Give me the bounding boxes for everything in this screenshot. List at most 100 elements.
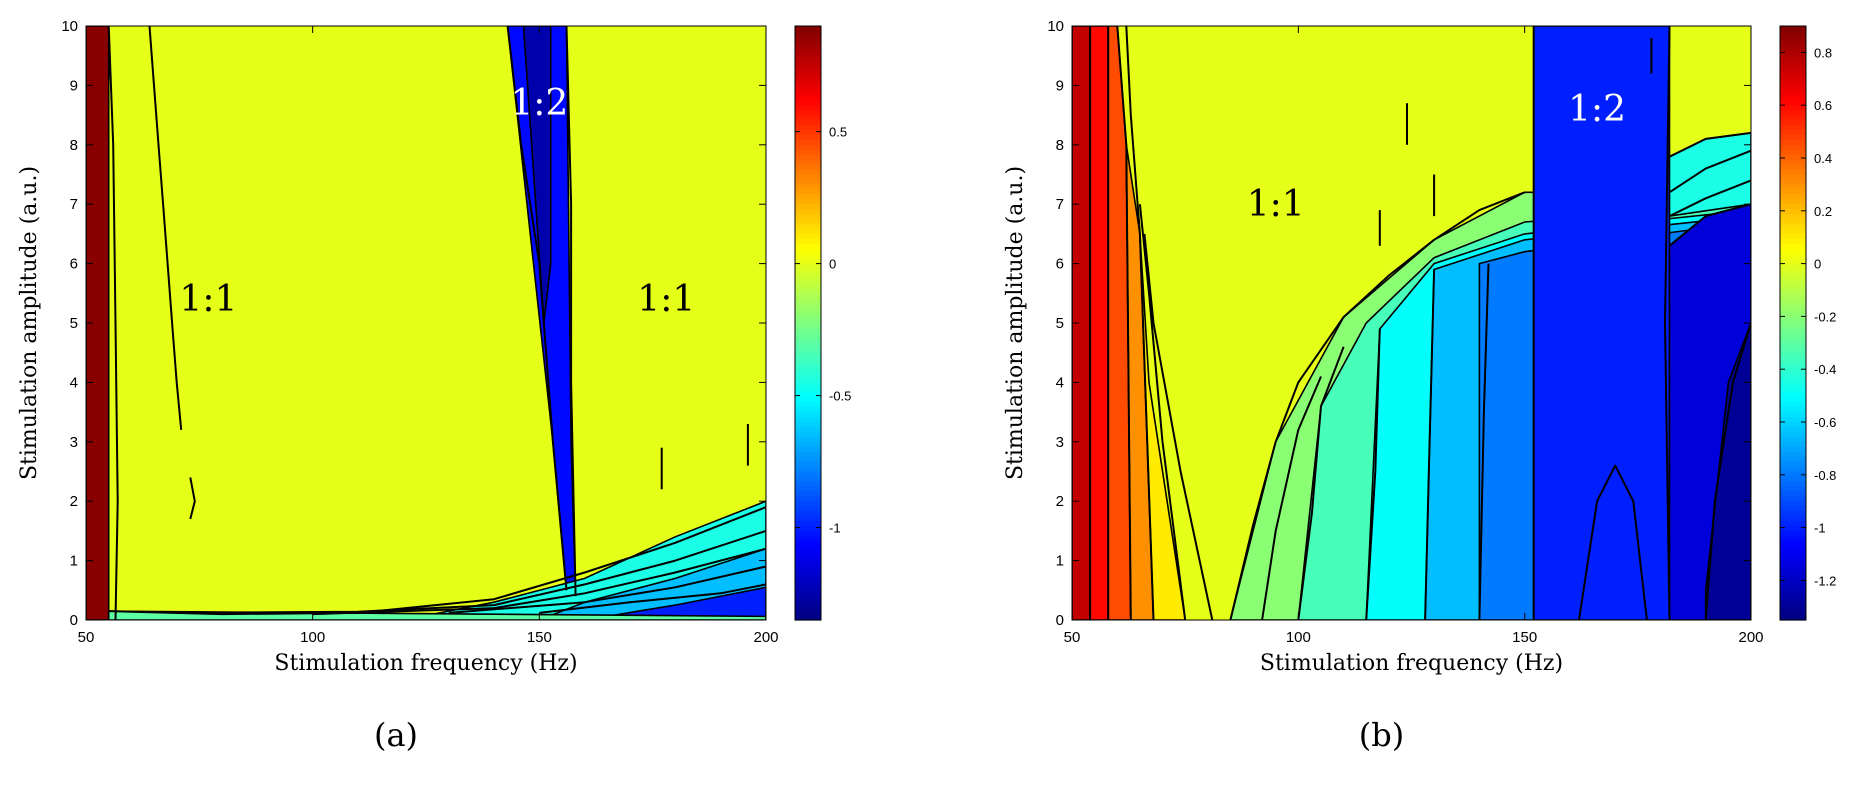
x-tick-label: 100	[300, 629, 325, 646]
colorbar-segment	[795, 65, 821, 72]
colorbar-segment	[795, 194, 821, 200]
colorbar-segment	[1780, 40, 1806, 47]
colorbar-frame	[1779, 25, 1807, 621]
colorbar-segment	[795, 585, 821, 591]
y-axis-title: Stimulation amplitude (a.u.)	[17, 166, 42, 480]
colorbar-segment	[795, 323, 821, 329]
contour-line	[1116, 26, 1132, 620]
colorbar-segment	[795, 248, 821, 255]
colorbar-segment	[1780, 179, 1806, 185]
colorbar-segment	[795, 367, 821, 374]
colorbar-segment	[1780, 253, 1806, 260]
colorbar-segment	[1780, 95, 1806, 101]
colorbar-segment	[795, 169, 821, 176]
contour-line	[1664, 26, 1671, 620]
colorbar-segment	[795, 590, 821, 596]
colorbar-segment	[1780, 387, 1806, 393]
region-label: 1:1	[179, 279, 237, 320]
colorbar-segment	[1780, 323, 1806, 329]
colorbar-segment	[1780, 377, 1806, 383]
colorbar-segment	[795, 397, 821, 403]
region-label: 1:2	[510, 83, 568, 124]
colorbar-segment	[1780, 199, 1806, 205]
colorbar-segment	[1780, 169, 1806, 176]
colorbar-segment	[795, 134, 821, 141]
colorbar-segment	[1780, 105, 1806, 111]
contour-line	[565, 26, 577, 597]
contour-line	[1365, 328, 1381, 620]
colorbar-segment	[795, 377, 821, 383]
colorbar-segment	[795, 491, 821, 497]
colorbar-segment	[795, 30, 821, 37]
colorbar-segment	[795, 476, 821, 482]
colorbar-segment	[1780, 50, 1806, 57]
colorbar-segment	[1780, 263, 1806, 270]
colorbar-segment	[1780, 85, 1806, 91]
colorbar-segment	[1780, 288, 1806, 294]
contour-line	[1143, 233, 1214, 620]
colorbar-segment	[795, 174, 821, 181]
y-tick-label: 4	[70, 374, 78, 391]
colorbar-segment	[795, 471, 821, 478]
colorbar-segment	[795, 303, 821, 309]
colorbar-segment	[1780, 412, 1806, 418]
contour-line	[108, 506, 766, 616]
colorbar-segment	[1780, 30, 1806, 37]
colorbar-segment	[795, 45, 821, 52]
colorbar-segment	[795, 362, 821, 369]
colorbar-segment	[1780, 248, 1806, 255]
colorbar-segment	[795, 560, 821, 567]
colorbar-segment	[1780, 214, 1806, 220]
colorbar-segment	[1780, 426, 1806, 433]
contour-line	[1138, 204, 1187, 620]
colorbar-segment	[795, 600, 821, 606]
colorbar-segment	[1780, 362, 1806, 369]
colorbar-segment	[795, 80, 821, 86]
colorbar-segment	[1780, 501, 1806, 507]
contour-line	[312, 547, 766, 616]
colorbar-segment	[1780, 600, 1806, 606]
colorbar-segment	[1780, 580, 1806, 586]
colorbar-tick-label: -1	[1814, 521, 1826, 536]
region-red-strip	[86, 26, 110, 620]
colorbar-segment	[1780, 65, 1806, 72]
colorbar-segment	[795, 184, 821, 190]
colorbar-segment	[1780, 149, 1806, 156]
contour-line	[506, 26, 568, 591]
colorbar-segment	[1780, 70, 1806, 77]
colorbar-segment	[1780, 397, 1806, 403]
colorbar-segment	[795, 115, 821, 121]
colorbar-segment	[1780, 55, 1806, 62]
colorbar-segment	[1780, 233, 1806, 240]
colorbar-segment	[1780, 45, 1806, 52]
colorbar-segment	[1780, 219, 1806, 225]
y-tick-label: 1	[70, 553, 78, 570]
region-red-band-1	[1072, 26, 1091, 620]
colorbar: 0.5 0 -0.5 -1	[794, 25, 851, 621]
colorbar-segment	[795, 278, 821, 284]
contour-line	[1297, 346, 1345, 620]
colorbar-tick-label: -0.8	[1814, 468, 1836, 483]
y-tick-label: 3	[70, 434, 78, 451]
colorbar-segment	[795, 85, 821, 91]
colorbar-segment	[1780, 525, 1806, 532]
colorbar-segment	[795, 35, 821, 42]
colorbar-segment	[795, 95, 821, 101]
colorbar-segment	[1780, 268, 1806, 275]
colorbar-segment	[1780, 308, 1806, 314]
colorbar-segment	[1780, 407, 1806, 413]
colorbar-segment	[1780, 545, 1806, 552]
colorbar-segment	[1780, 154, 1806, 161]
colorbar-segment	[795, 258, 821, 265]
colorbar-segment	[1780, 441, 1806, 448]
contour-line	[189, 477, 196, 520]
contour-line	[1424, 269, 1436, 620]
colorbar-segment	[795, 313, 821, 319]
y-tick-label: 6	[1056, 256, 1064, 273]
colorbar-segment	[795, 209, 821, 215]
colorbar-segment	[1780, 26, 1806, 32]
colorbar-segment	[1780, 100, 1806, 106]
contour-line	[1669, 179, 1751, 217]
colorbar-segment	[1780, 595, 1806, 601]
colorbar-segment	[795, 535, 821, 542]
